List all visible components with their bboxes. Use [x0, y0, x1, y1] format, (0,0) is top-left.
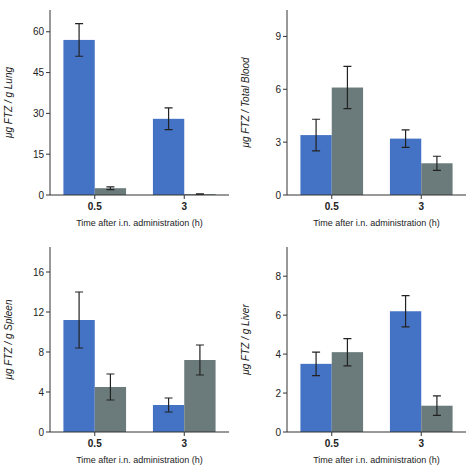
y-axis-line	[50, 247, 51, 432]
panel: 0 3 6 9 0.5 3 Time after i.n. administration (…	[240, 10, 466, 228]
x-tick-label: 3	[181, 201, 187, 212]
y-tick-label: 8	[275, 271, 281, 282]
chart-figure: 0153045600.53Time after i.n. administrat…	[0, 0, 474, 474]
y-tick-label: 6	[275, 310, 281, 321]
y-tick	[46, 113, 50, 114]
panel: 0 15 30 45 60 0.5 3 Time after i.n. administrat…	[3, 10, 229, 228]
error-bar	[402, 130, 410, 148]
error-bar	[106, 187, 114, 190]
y-tick	[46, 195, 50, 196]
bar	[63, 40, 94, 195]
y-tick-label: 3	[275, 137, 281, 148]
y-tick-label: 15	[33, 149, 45, 160]
error-bar	[433, 396, 441, 415]
y-tick-label: 0	[38, 427, 44, 438]
panel: 0 4 8 12 16 0.5 3 Time after i.n. administratio…	[3, 247, 229, 465]
error-bar	[312, 352, 320, 375]
y-tick	[283, 432, 287, 433]
x-axis-title: Time after i.n. administration (h)	[76, 455, 203, 465]
y-tick	[46, 31, 50, 32]
x-axis-title: Time after i.n. administration (h)	[313, 455, 440, 465]
y-tick	[283, 393, 287, 394]
x-tick-label: 3	[181, 438, 187, 449]
x-tick	[421, 195, 422, 199]
error-bar	[343, 339, 351, 366]
bars	[300, 66, 452, 195]
x-tick	[184, 432, 185, 436]
y-tick-label: 4	[275, 349, 281, 360]
y-tick	[283, 315, 287, 316]
y-tick-label: 60	[33, 26, 45, 37]
y-tick-label: 12	[33, 307, 45, 318]
y-tick	[46, 272, 50, 273]
x-tick	[331, 195, 332, 199]
error-bar	[196, 345, 204, 375]
y-tick-label: 0	[275, 427, 281, 438]
y-tick	[283, 276, 287, 277]
y-axis-line	[50, 10, 51, 195]
y-tick	[283, 354, 287, 355]
error-bar	[75, 24, 83, 57]
y-tick	[283, 195, 287, 196]
error-bar	[165, 398, 173, 412]
y-axis-title: μg FTZ / g Spleen	[3, 299, 14, 380]
x-tick-label: 0.5	[88, 438, 102, 449]
y-axis-title: μg FTZ / g Lung	[3, 67, 14, 140]
y-tick-label: 30	[33, 108, 45, 119]
bars	[63, 24, 215, 195]
y-tick	[46, 392, 50, 393]
x-tick-label: 0.5	[88, 201, 102, 212]
y-tick-label: 0	[275, 190, 281, 201]
bars	[63, 292, 215, 432]
y-tick	[46, 154, 50, 155]
y-axis-title: μg FTZ / Total Blood	[240, 57, 251, 149]
x-tick	[331, 432, 332, 436]
x-tick-label: 0.5	[325, 201, 339, 212]
error-bar	[106, 374, 114, 400]
x-axis-line	[50, 432, 229, 433]
x-tick	[94, 195, 95, 199]
x-tick	[421, 432, 422, 436]
error-bar	[312, 119, 320, 151]
y-tick-label: 45	[33, 67, 45, 78]
y-tick-label: 8	[38, 347, 44, 358]
y-tick	[46, 72, 50, 73]
panel: 0 2 4 6 8 0.5 3 Time after i.n. administration …	[240, 247, 466, 465]
bar	[390, 311, 421, 432]
y-axis-line	[287, 10, 288, 195]
x-axis-title: Time after i.n. administration (h)	[76, 218, 203, 228]
y-tick	[283, 142, 287, 143]
y-axis-title: μg FTZ / g Liver	[240, 304, 251, 376]
x-axis-line	[287, 432, 466, 433]
y-tick-label: 16	[33, 267, 45, 278]
error-bar	[75, 292, 83, 348]
x-axis-line	[50, 195, 229, 196]
x-tick	[184, 195, 185, 199]
x-tick-label: 3	[418, 201, 424, 212]
error-bar	[402, 296, 410, 327]
x-axis-title: Time after i.n. administration (h)	[313, 218, 440, 228]
error-bar	[343, 66, 351, 108]
x-tick	[94, 432, 95, 436]
y-tick	[46, 312, 50, 313]
y-tick	[46, 432, 50, 433]
y-tick-label: 0	[38, 190, 44, 201]
bars	[300, 296, 452, 432]
y-axis-line	[287, 247, 288, 432]
x-tick-label: 0.5	[325, 438, 339, 449]
error-bar	[165, 108, 173, 130]
y-tick-label: 6	[275, 84, 281, 95]
y-tick	[283, 89, 287, 90]
error-bar	[433, 156, 441, 170]
y-tick-label: 2	[275, 388, 281, 399]
y-tick-label: 9	[275, 31, 281, 42]
y-tick	[46, 352, 50, 353]
y-tick-label: 4	[38, 387, 44, 398]
y-tick	[283, 36, 287, 37]
x-tick-label: 3	[418, 438, 424, 449]
x-axis-line	[287, 195, 466, 196]
